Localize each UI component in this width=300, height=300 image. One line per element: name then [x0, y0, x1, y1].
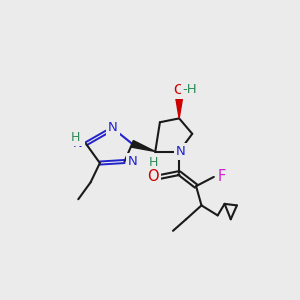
Text: O: O [147, 169, 159, 184]
Polygon shape [176, 98, 183, 118]
Text: -H: -H [183, 83, 197, 96]
Text: H: H [149, 156, 158, 169]
Text: H: H [70, 131, 80, 144]
Text: O: O [174, 83, 184, 97]
Text: N: N [73, 137, 83, 150]
Text: F: F [218, 169, 226, 184]
Text: N: N [176, 145, 186, 158]
Polygon shape [131, 140, 155, 152]
Text: N: N [108, 121, 118, 134]
Text: N: N [128, 155, 137, 168]
